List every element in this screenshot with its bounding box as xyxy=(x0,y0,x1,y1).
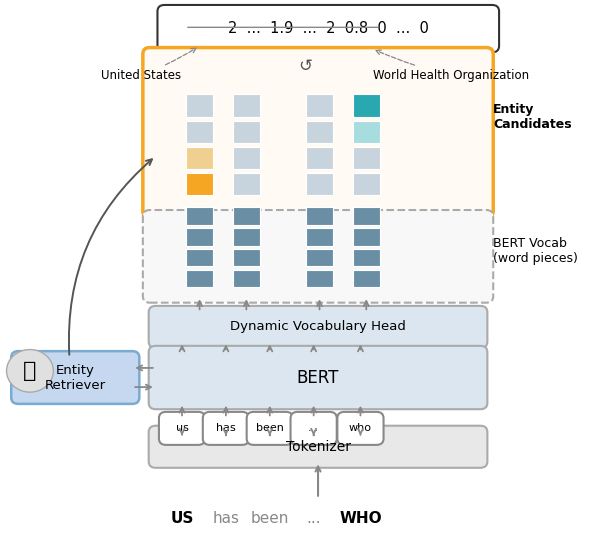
Bar xyxy=(306,172,333,195)
Text: Dynamic Vocabulary Head: Dynamic Vocabulary Head xyxy=(230,320,406,333)
Bar xyxy=(186,147,213,169)
Text: United States: United States xyxy=(101,48,196,82)
Text: US: US xyxy=(170,511,194,526)
FancyBboxPatch shape xyxy=(159,412,205,445)
Text: been: been xyxy=(251,511,289,526)
Bar xyxy=(306,270,333,287)
Bar xyxy=(306,249,333,266)
Text: ...: ... xyxy=(308,423,319,434)
Bar xyxy=(233,172,260,195)
Text: who: who xyxy=(349,423,372,434)
FancyBboxPatch shape xyxy=(291,412,337,445)
FancyBboxPatch shape xyxy=(143,48,493,217)
Text: WHO: WHO xyxy=(339,511,382,526)
Bar xyxy=(353,95,380,117)
Text: Entity
Retriever: Entity Retriever xyxy=(45,364,106,391)
Text: BERT: BERT xyxy=(297,368,339,387)
Bar xyxy=(186,270,213,287)
Text: ↺: ↺ xyxy=(298,57,312,75)
Bar xyxy=(233,95,260,117)
Text: has: has xyxy=(216,423,236,434)
Bar xyxy=(233,228,260,246)
FancyBboxPatch shape xyxy=(337,412,383,445)
Bar xyxy=(306,121,333,143)
Bar xyxy=(186,95,213,117)
FancyBboxPatch shape xyxy=(246,412,293,445)
FancyBboxPatch shape xyxy=(149,346,487,409)
Bar xyxy=(186,228,213,246)
Bar xyxy=(353,249,380,266)
Bar xyxy=(353,147,380,169)
Bar xyxy=(233,207,260,225)
Bar xyxy=(306,228,333,246)
FancyBboxPatch shape xyxy=(203,412,249,445)
Bar xyxy=(233,270,260,287)
FancyBboxPatch shape xyxy=(143,210,493,303)
Bar xyxy=(353,270,380,287)
Bar xyxy=(186,172,213,195)
Text: ...: ... xyxy=(306,511,321,526)
FancyBboxPatch shape xyxy=(11,351,139,404)
Text: has: has xyxy=(212,511,239,526)
Bar xyxy=(233,147,260,169)
Text: Tokenizer: Tokenizer xyxy=(285,440,350,454)
Bar xyxy=(353,172,380,195)
Text: Entity
Candidates: Entity Candidates xyxy=(493,103,572,130)
Bar xyxy=(306,95,333,117)
Bar xyxy=(306,147,333,169)
FancyBboxPatch shape xyxy=(149,306,487,348)
Text: 🌍: 🌍 xyxy=(23,361,36,381)
Text: us: us xyxy=(176,423,188,434)
FancyBboxPatch shape xyxy=(149,426,487,468)
Text: World Health Organization: World Health Organization xyxy=(373,50,529,82)
Bar xyxy=(353,228,380,246)
Bar xyxy=(186,207,213,225)
FancyBboxPatch shape xyxy=(157,5,499,52)
Circle shape xyxy=(7,350,53,392)
Bar xyxy=(353,207,380,225)
Bar xyxy=(233,121,260,143)
Bar xyxy=(353,121,380,143)
Bar xyxy=(186,249,213,266)
Text: been: been xyxy=(256,423,283,434)
Text: 2  ...  1.9  ...  2  0.8  0  ...  0: 2 ... 1.9 ... 2 0.8 0 ... 0 xyxy=(228,21,429,36)
Bar xyxy=(306,207,333,225)
Text: BERT Vocab
(word pieces): BERT Vocab (word pieces) xyxy=(493,237,578,265)
Bar xyxy=(233,249,260,266)
Bar xyxy=(186,121,213,143)
